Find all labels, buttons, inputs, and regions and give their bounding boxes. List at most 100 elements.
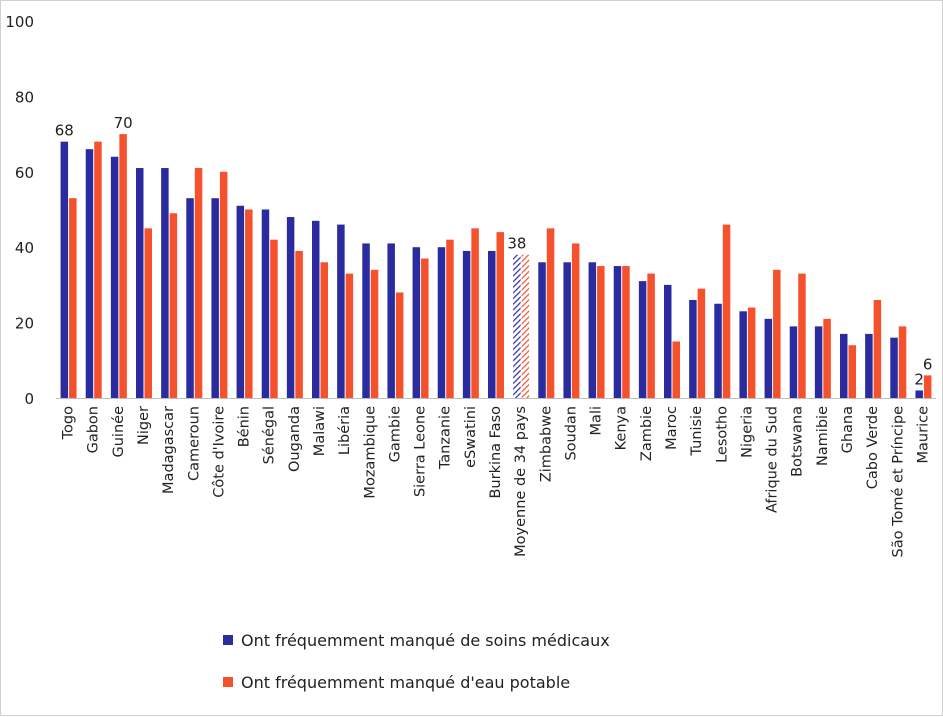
bar-medical [890,337,898,398]
x-tick-label: Niger [136,406,152,445]
bar-water [622,266,630,398]
legend-swatch-water [223,677,233,687]
legend: Ont fréquemment manqué de soins médicaux… [223,629,610,713]
bar-medical [789,326,798,398]
data-label: 68 [55,122,74,140]
legend-label-medical: Ont fréquemment manqué de soins médicaux [241,630,610,650]
data-labels: 68 70 38 26 [55,114,933,388]
bar-medical [286,217,295,398]
y-axis-labels: 0 20 40 60 80 100 [5,13,34,408]
x-tick-label: Maurice [915,406,931,464]
bar-water [597,266,605,398]
bar-medical [714,303,722,398]
x-tick-label: Gabon [86,406,102,453]
x-tick-label: Afrique du Sud [765,406,781,513]
x-tick-label: Libéria [337,406,353,455]
bar-water [395,292,404,398]
x-tick-label: Cabo Verde [865,406,881,489]
bar-medical [538,262,546,398]
bar-water [647,273,655,398]
bar-medical [437,247,446,398]
legend-item-water: Ont fréquemment manqué d'eau potable [223,671,610,693]
x-tick-label: Tanzanie [438,406,454,470]
bars [60,134,932,398]
x-tick-label: Cameroun [186,406,202,481]
y-tick-label: 0 [24,390,34,408]
bar-water [421,258,429,398]
bar-medical [563,262,571,398]
bar-medical [110,156,119,398]
bar-medical [85,149,94,398]
bar-water [697,288,706,398]
bar-water [848,345,856,398]
bar-medical [689,299,697,398]
bar-water [219,171,228,398]
data-label: 38 [507,235,526,253]
data-label: 70 [114,114,133,132]
data-label: 6 [923,355,933,373]
bar-water [672,341,680,398]
bar-water [69,198,77,398]
x-tick-label: Burkina Faso [488,406,504,499]
x-tick-label: Bénin [237,406,253,447]
x-tick-label: Mozambique [362,406,378,499]
y-tick-label: 60 [15,164,34,182]
bar-medical [588,262,597,398]
bar-medical [764,318,773,398]
bar-water [873,299,882,398]
x-tick-label: Maroc [664,406,680,450]
bar-medical [186,198,194,398]
y-tick-label: 80 [15,88,34,106]
bar-water [546,228,555,398]
bar-water [747,307,756,398]
x-tick-label: Ouganda [287,406,303,472]
bar-water [169,213,178,398]
bar-water [471,228,479,398]
bar-medical [136,168,144,398]
bar-water [144,228,152,398]
bar-water [245,209,253,398]
y-tick-label: 20 [15,315,34,333]
bar-medical [312,220,320,398]
y-tick-label: 40 [15,239,34,257]
x-tick-label: Ghana [840,406,856,453]
bar-medical [387,243,395,398]
x-tick-label: Kenya [614,406,630,450]
bar-water [345,273,354,398]
x-tick-label: Gambie [387,406,403,462]
x-tick-label: Madagascar [161,406,177,494]
bar-medical [739,311,747,398]
bar-medical [412,247,421,398]
bar-medical [362,243,370,398]
bar-medical [236,205,245,398]
bar-medical [462,250,471,398]
bar-medical [261,209,270,398]
bar-water [320,262,328,398]
bar-medical [814,326,823,398]
bar-medical [664,284,672,398]
bar-water [798,273,806,398]
x-tick-label: Moyenne de 34 pays [513,406,529,557]
x-tick-label: Tunisie [689,406,705,457]
bar-medical [513,254,521,398]
bar-medical [161,168,169,398]
bar-water [370,269,379,398]
bar-medical [488,250,496,398]
bar-water [119,134,127,398]
bar-water [270,239,278,398]
bar-water [194,168,203,398]
legend-item-medical: Ont fréquemment manqué de soins médicaux [223,629,610,651]
x-tick-label: Botswana [790,406,806,477]
bar-medical [840,333,848,398]
bar-water [521,254,530,398]
data-label: 2 [914,370,924,388]
x-tick-label: Mali [589,406,605,435]
x-tick-label: Togo [61,406,77,440]
bar-water [571,243,580,398]
legend-label-water: Ont fréquemment manqué d'eau potable [241,672,571,692]
bar-water [923,375,932,398]
bar-water [295,250,303,398]
bar-medical [60,141,69,398]
bar-water [496,232,504,398]
bar-medical [915,390,923,398]
